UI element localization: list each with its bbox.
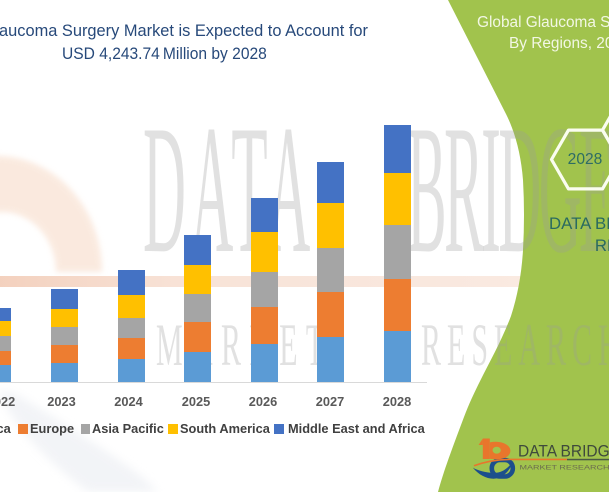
svg-text:DATA BRIDGE: DATA BRIDGE bbox=[518, 443, 609, 461]
svg-text:MARKET RESEARCH: MARKET RESEARCH bbox=[520, 464, 609, 471]
